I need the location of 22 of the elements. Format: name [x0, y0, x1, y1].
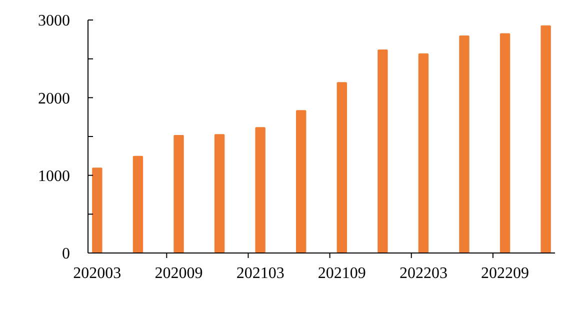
x-tick-label: 202109	[318, 265, 366, 282]
y-tick-label: 1000	[38, 168, 70, 185]
bar	[378, 50, 388, 253]
bar	[214, 134, 225, 253]
bar	[459, 36, 470, 253]
x-tick-label: 202003	[73, 265, 122, 282]
bar	[418, 53, 429, 253]
bar	[336, 82, 347, 253]
y-tick-label: 3000	[38, 12, 70, 30]
x-tick-label: 202103	[236, 265, 284, 282]
x-tick-label: 202203	[399, 265, 448, 282]
bar	[500, 33, 510, 253]
bar	[540, 25, 551, 253]
y-tick-label: 0	[62, 246, 70, 263]
bar	[92, 168, 102, 253]
x-tick-label: 202209	[481, 265, 530, 282]
bar	[174, 134, 184, 253]
bar	[255, 127, 266, 253]
bar	[296, 110, 306, 253]
y-tick-label: 2000	[38, 90, 70, 108]
x-tick-label: 202009	[154, 265, 203, 282]
bar	[132, 156, 144, 253]
